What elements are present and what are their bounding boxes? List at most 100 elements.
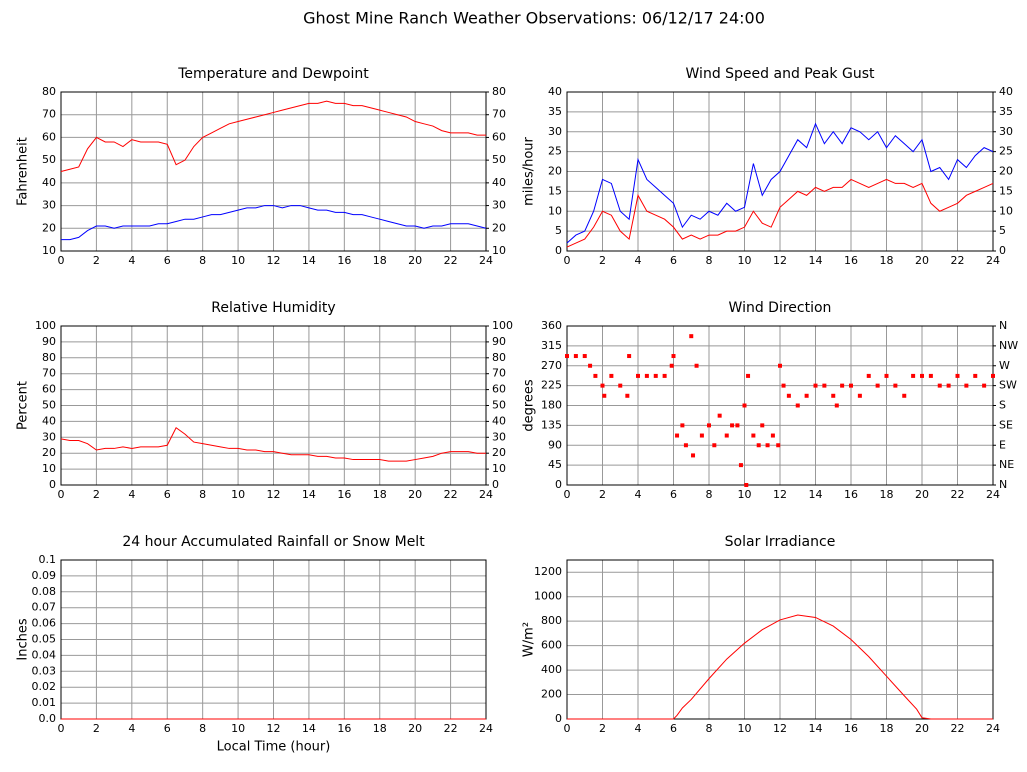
x-tick-label: 12	[773, 722, 787, 735]
y2-tick-label: 40	[492, 414, 506, 427]
data-point	[735, 423, 740, 428]
y-tick-label: 225	[541, 379, 562, 392]
x-tick-label: 12	[267, 722, 281, 735]
data-point	[937, 383, 942, 388]
y-tick-label: 40	[42, 414, 56, 427]
y-tick-label: 0.06	[32, 617, 57, 630]
y-tick-label: 0.03	[32, 664, 57, 677]
data-point	[699, 433, 704, 438]
x-tick-label: 24	[986, 254, 1000, 267]
x-tick-label: 8	[199, 254, 206, 267]
data-point	[973, 373, 978, 378]
x-tick-label: 20	[408, 488, 422, 501]
data-line	[60, 100, 486, 172]
y-axis-label: miles/hour	[522, 136, 537, 205]
data-point	[955, 373, 960, 378]
y2-tick-label: 60	[492, 130, 506, 143]
x-tick-label: 22	[951, 254, 965, 267]
x-tick-label: 14	[809, 722, 823, 735]
data-point	[778, 363, 782, 368]
data-line	[567, 614, 993, 720]
data-point	[618, 383, 623, 388]
data-point	[786, 393, 791, 398]
y-tick-label: 0.1	[39, 553, 57, 566]
x-tick-label: 12	[267, 488, 281, 501]
x-tick-label: 4	[128, 254, 135, 267]
data-point	[680, 423, 685, 428]
y-axis-label: Percent	[16, 381, 31, 430]
data-point	[565, 354, 569, 359]
data-point	[662, 373, 667, 378]
data-point	[866, 373, 871, 378]
y2-tick-label: 10	[999, 204, 1013, 217]
data-point	[746, 373, 751, 378]
y-tick-label: 0.0	[39, 712, 57, 725]
data-point	[857, 393, 862, 398]
y-tick-label: 25	[548, 145, 562, 158]
data-point	[644, 373, 649, 378]
data-point	[840, 383, 845, 388]
y2-tick-label: 0	[492, 478, 499, 491]
data-point	[588, 363, 593, 368]
x-tick-label: 24	[986, 488, 1000, 501]
x-tick-label: 10	[231, 254, 245, 267]
x-tick-label: 14	[302, 722, 316, 735]
x-tick-label: 2	[93, 254, 100, 267]
y-tick-label: 80	[42, 351, 56, 364]
y2-tick-label: 90	[492, 335, 506, 348]
data-point	[675, 433, 680, 438]
data-point	[756, 443, 761, 448]
data-point	[712, 443, 717, 448]
y-tick-label: 70	[42, 108, 56, 121]
y-tick-label: 0.02	[32, 680, 57, 693]
x-tick-label: 18	[880, 722, 894, 735]
data-line	[61, 205, 487, 241]
x-tick-label: 6	[164, 254, 171, 267]
plot-frame	[566, 91, 994, 252]
y-tick-label: 0.05	[32, 633, 57, 646]
y-tick-label: 50	[42, 153, 56, 166]
y-tick-label: 1200	[534, 565, 562, 578]
y-tick-label: 0.08	[32, 585, 57, 598]
y-tick-label: 180	[541, 399, 562, 412]
x-tick-label: 22	[951, 722, 965, 735]
y-tick-label: 80	[42, 85, 56, 98]
data-point	[724, 433, 729, 438]
x-tick-label: 6	[164, 722, 171, 735]
x-tick-label: 16	[844, 254, 858, 267]
data-point	[671, 354, 676, 359]
y-tick-label: 90	[42, 335, 56, 348]
x-tick-label: 12	[773, 254, 787, 267]
x-tick-label: 2	[93, 722, 100, 735]
y-tick-label: 40	[548, 85, 562, 98]
y2-tick-label: 25	[999, 145, 1013, 158]
x-tick-label: 2	[93, 488, 100, 501]
y-tick-label: 30	[42, 199, 56, 212]
data-point	[831, 393, 836, 398]
data-point	[795, 403, 800, 408]
chart-title: Wind Direction	[729, 300, 832, 316]
y2-tick-label: 100	[492, 319, 513, 332]
y-tick-label: 60	[42, 130, 56, 143]
data-point	[804, 393, 809, 398]
x-tick-label: 8	[199, 488, 206, 501]
x-axis-label: Local Time (hour)	[217, 740, 331, 755]
chart-title: Wind Speed and Peak Gust	[686, 66, 875, 82]
data-point	[928, 373, 933, 378]
y-tick-label: 270	[541, 359, 562, 372]
chart-title: Solar Irradiance	[725, 534, 836, 550]
y2-tick-label: N	[999, 319, 1007, 332]
y2-tick-label: NW	[999, 339, 1018, 352]
x-tick-label: 22	[444, 254, 458, 267]
data-point	[946, 383, 951, 388]
x-tick-label: 8	[706, 722, 713, 735]
chart-title: 24 hour Accumulated Rainfall or Snow Mel…	[122, 534, 425, 550]
y2-tick-label: 10	[492, 244, 506, 257]
y-axis-label: Fahrenheit	[16, 137, 31, 206]
y2-tick-label: 10	[492, 462, 506, 475]
data-point	[893, 383, 898, 388]
data-point	[694, 363, 699, 368]
x-tick-label: 0	[564, 722, 571, 735]
x-tick-label: 4	[128, 722, 135, 735]
